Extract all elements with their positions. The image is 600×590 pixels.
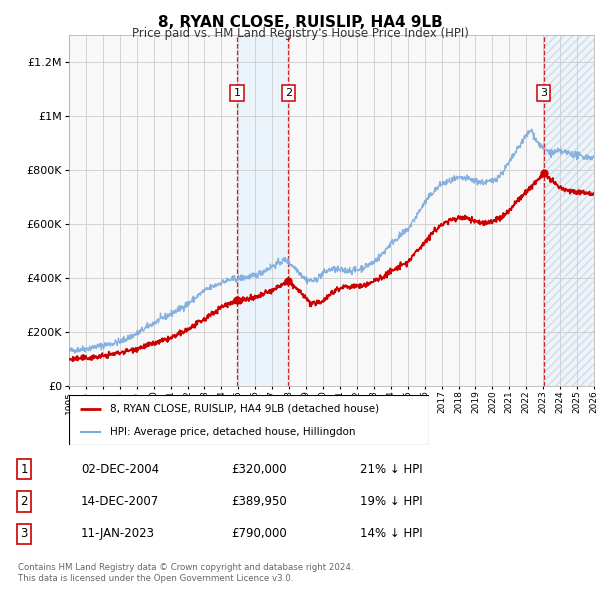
- Text: This data is licensed under the Open Government Licence v3.0.: This data is licensed under the Open Gov…: [18, 574, 293, 583]
- Bar: [544, 35, 594, 386]
- Text: 19% ↓ HPI: 19% ↓ HPI: [360, 495, 422, 508]
- Text: 2: 2: [285, 88, 292, 99]
- Text: Contains HM Land Registry data © Crown copyright and database right 2024.: Contains HM Land Registry data © Crown c…: [18, 563, 353, 572]
- Text: 8, RYAN CLOSE, RUISLIP, HA4 9LB: 8, RYAN CLOSE, RUISLIP, HA4 9LB: [158, 15, 442, 30]
- Text: Price paid vs. HM Land Registry's House Price Index (HPI): Price paid vs. HM Land Registry's House …: [131, 27, 469, 40]
- Bar: [544, 35, 594, 386]
- Text: 2: 2: [20, 495, 28, 508]
- Text: 21% ↓ HPI: 21% ↓ HPI: [360, 463, 422, 476]
- Text: 11-JAN-2023: 11-JAN-2023: [81, 527, 155, 540]
- Text: 8, RYAN CLOSE, RUISLIP, HA4 9LB (detached house): 8, RYAN CLOSE, RUISLIP, HA4 9LB (detache…: [110, 404, 380, 414]
- Text: £389,950: £389,950: [231, 495, 287, 508]
- Bar: [237, 35, 289, 386]
- Text: £320,000: £320,000: [231, 463, 287, 476]
- Text: 1: 1: [20, 463, 28, 476]
- Text: 14% ↓ HPI: 14% ↓ HPI: [360, 527, 422, 540]
- Text: 02-DEC-2004: 02-DEC-2004: [81, 463, 159, 476]
- Text: HPI: Average price, detached house, Hillingdon: HPI: Average price, detached house, Hill…: [110, 427, 356, 437]
- Text: 1: 1: [233, 88, 241, 99]
- Text: 14-DEC-2007: 14-DEC-2007: [81, 495, 159, 508]
- Text: 3: 3: [540, 88, 547, 99]
- Text: £790,000: £790,000: [231, 527, 287, 540]
- Text: 3: 3: [20, 527, 28, 540]
